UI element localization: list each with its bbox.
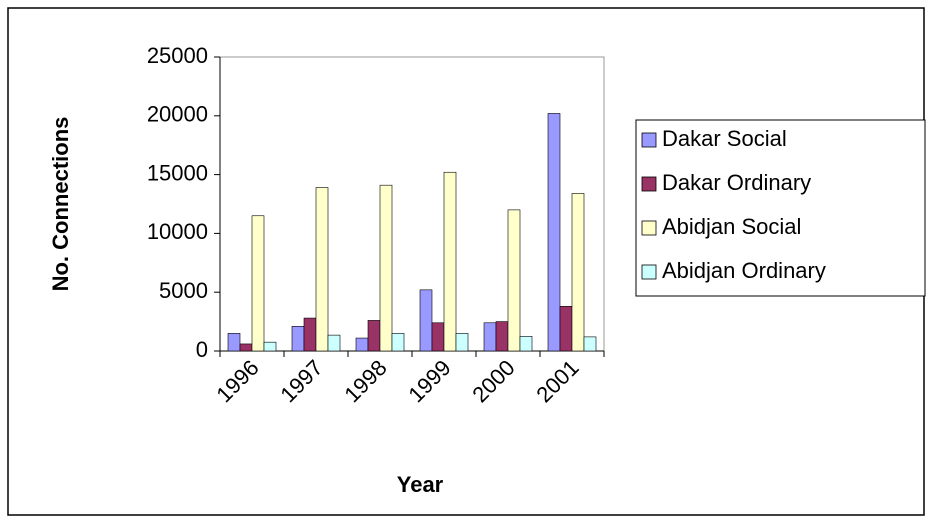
- legend-swatch: [641, 132, 657, 148]
- y-tick-label: 5000: [159, 278, 208, 303]
- bar: [583, 336, 597, 352]
- bar: [455, 333, 469, 352]
- legend-swatch: [641, 176, 657, 192]
- legend-label: Dakar Ordinary: [662, 170, 811, 195]
- y-tick-label: 20000: [147, 102, 208, 127]
- bar: [315, 187, 329, 352]
- x-axis-title: Year: [397, 472, 444, 497]
- bar: [303, 317, 317, 352]
- legend-swatch: [641, 220, 657, 236]
- bar: [367, 320, 381, 352]
- y-tick-label: 15000: [147, 160, 208, 185]
- bar: [419, 289, 433, 352]
- bar: [291, 326, 305, 352]
- legend: [635, 119, 926, 297]
- bar: [431, 322, 445, 352]
- bar: [547, 113, 561, 352]
- bar: [507, 209, 521, 352]
- bar: [251, 215, 265, 352]
- plot-area: [219, 56, 605, 352]
- bar: [443, 171, 457, 352]
- bar: [327, 334, 341, 352]
- y-tick-label: 0: [196, 337, 208, 362]
- legend-swatch: [641, 264, 657, 280]
- bar: [355, 337, 369, 352]
- legend-label: Abidjan Social: [662, 214, 801, 239]
- legend-label: Dakar Social: [662, 126, 787, 151]
- bar: [495, 321, 509, 352]
- bar: [571, 193, 585, 352]
- y-tick-label: 10000: [147, 219, 208, 244]
- bar: [391, 333, 405, 352]
- bar: [263, 341, 277, 352]
- y-axis-title: No. Connections: [48, 117, 73, 292]
- bar: [239, 343, 253, 352]
- bar: [559, 306, 573, 352]
- bar: [519, 335, 533, 352]
- legend-label: Abidjan Ordinary: [662, 258, 826, 283]
- bar: [227, 333, 241, 352]
- bar: [483, 322, 497, 352]
- y-tick-label: 25000: [147, 43, 208, 68]
- bar: [379, 184, 393, 352]
